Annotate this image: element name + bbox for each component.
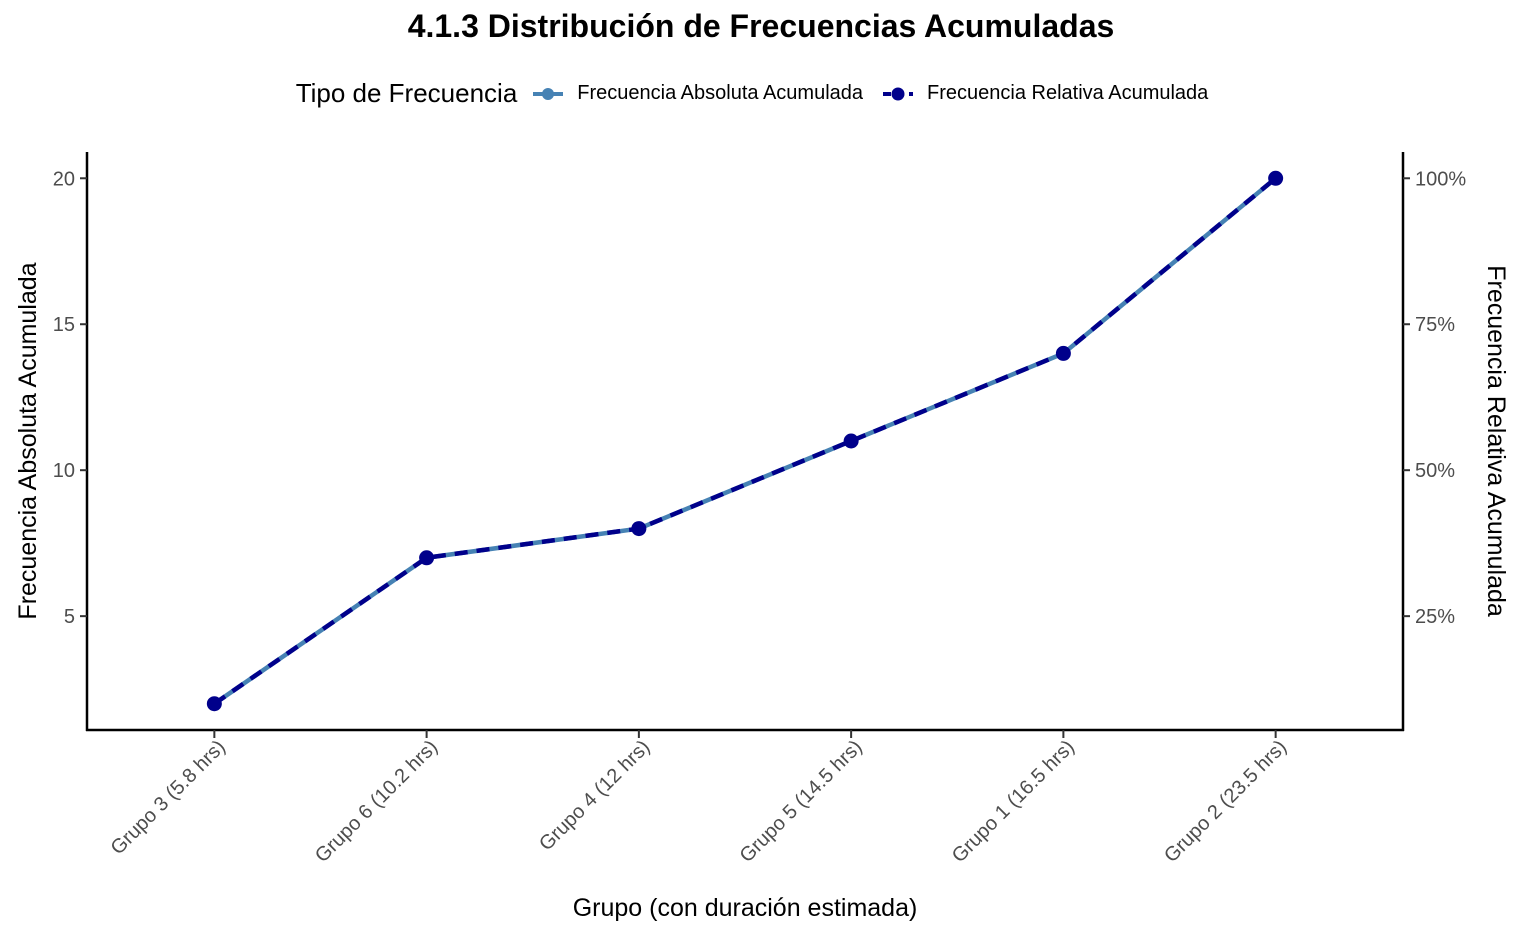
- x-tick-label: Grupo 3 (5.8 hrs): [107, 736, 230, 859]
- y-tick-label-left: 10: [53, 460, 75, 482]
- legend-item-relativa: Frecuencia Relativa Acumulada: [881, 82, 1208, 106]
- y-tick-label-left: 5: [64, 606, 75, 628]
- legend-key-relativa: [883, 87, 914, 100]
- y-tick-label-right: 25%: [1415, 606, 1455, 628]
- data-point-relativa: [206, 696, 222, 712]
- series-line-absoluta: [213, 176, 1278, 706]
- data-point-relativa: [843, 433, 859, 449]
- legend-label-absoluta: Frecuencia Absoluta Acumulada: [577, 82, 864, 104]
- y-tick-label-left: 15: [53, 314, 75, 336]
- y-axis-title-left: Frecuencia Absoluta Acumulada: [14, 262, 42, 619]
- y-axis-title-right: Frecuencia Relativa Acumulada: [1482, 265, 1510, 617]
- y-ticks-right: 25% 50% 75% 100%: [1403, 168, 1466, 628]
- y-tick-label-right: 75%: [1415, 314, 1455, 336]
- x-axis-title: Grupo (con duración estimada): [573, 894, 918, 922]
- legend-item-absoluta: Frecuencia Absoluta Acumulada: [531, 82, 863, 106]
- legend-key-absoluta: [533, 87, 564, 100]
- x-tick-label: Grupo 4 (12 hrs): [535, 736, 654, 855]
- y-tick-label-right: 50%: [1415, 460, 1455, 482]
- x-tick-label: Grupo 5 (14.5 hrs): [736, 736, 867, 867]
- y-ticks-left: 5 10 15 20: [53, 168, 87, 628]
- x-tick-label: Grupo 2 (23.5 hrs): [1160, 736, 1291, 867]
- data-point-relativa: [631, 521, 647, 537]
- x-tick-label: Grupo 1 (16.5 hrs): [948, 736, 1079, 867]
- data-point-relativa: [419, 550, 435, 566]
- chart-title: 4.1.3 Distribución de Frecuencias Acumul…: [407, 8, 1115, 44]
- x-tick-label: Grupo 6 (10.2 hrs): [311, 736, 442, 867]
- data-point-relativa: [1055, 345, 1071, 361]
- data-point-relativa: [1268, 170, 1284, 186]
- series-group: [206, 170, 1284, 712]
- legend: Tipo de Frecuencia Frecuencia Absoluta A…: [0, 78, 1522, 109]
- legend-title: Tipo de Frecuencia: [295, 78, 518, 108]
- x-ticks: Grupo 3 (5.8 hrs) Grupo 6 (10.2 hrs) Grupo…: [107, 730, 1291, 867]
- y-tick-label-right: 100%: [1415, 168, 1466, 190]
- legend-label-relativa: Frecuencia Relativa Acumulada: [927, 82, 1209, 104]
- y-tick-label-left: 20: [53, 168, 75, 190]
- series-line-relativa: [213, 176, 1278, 706]
